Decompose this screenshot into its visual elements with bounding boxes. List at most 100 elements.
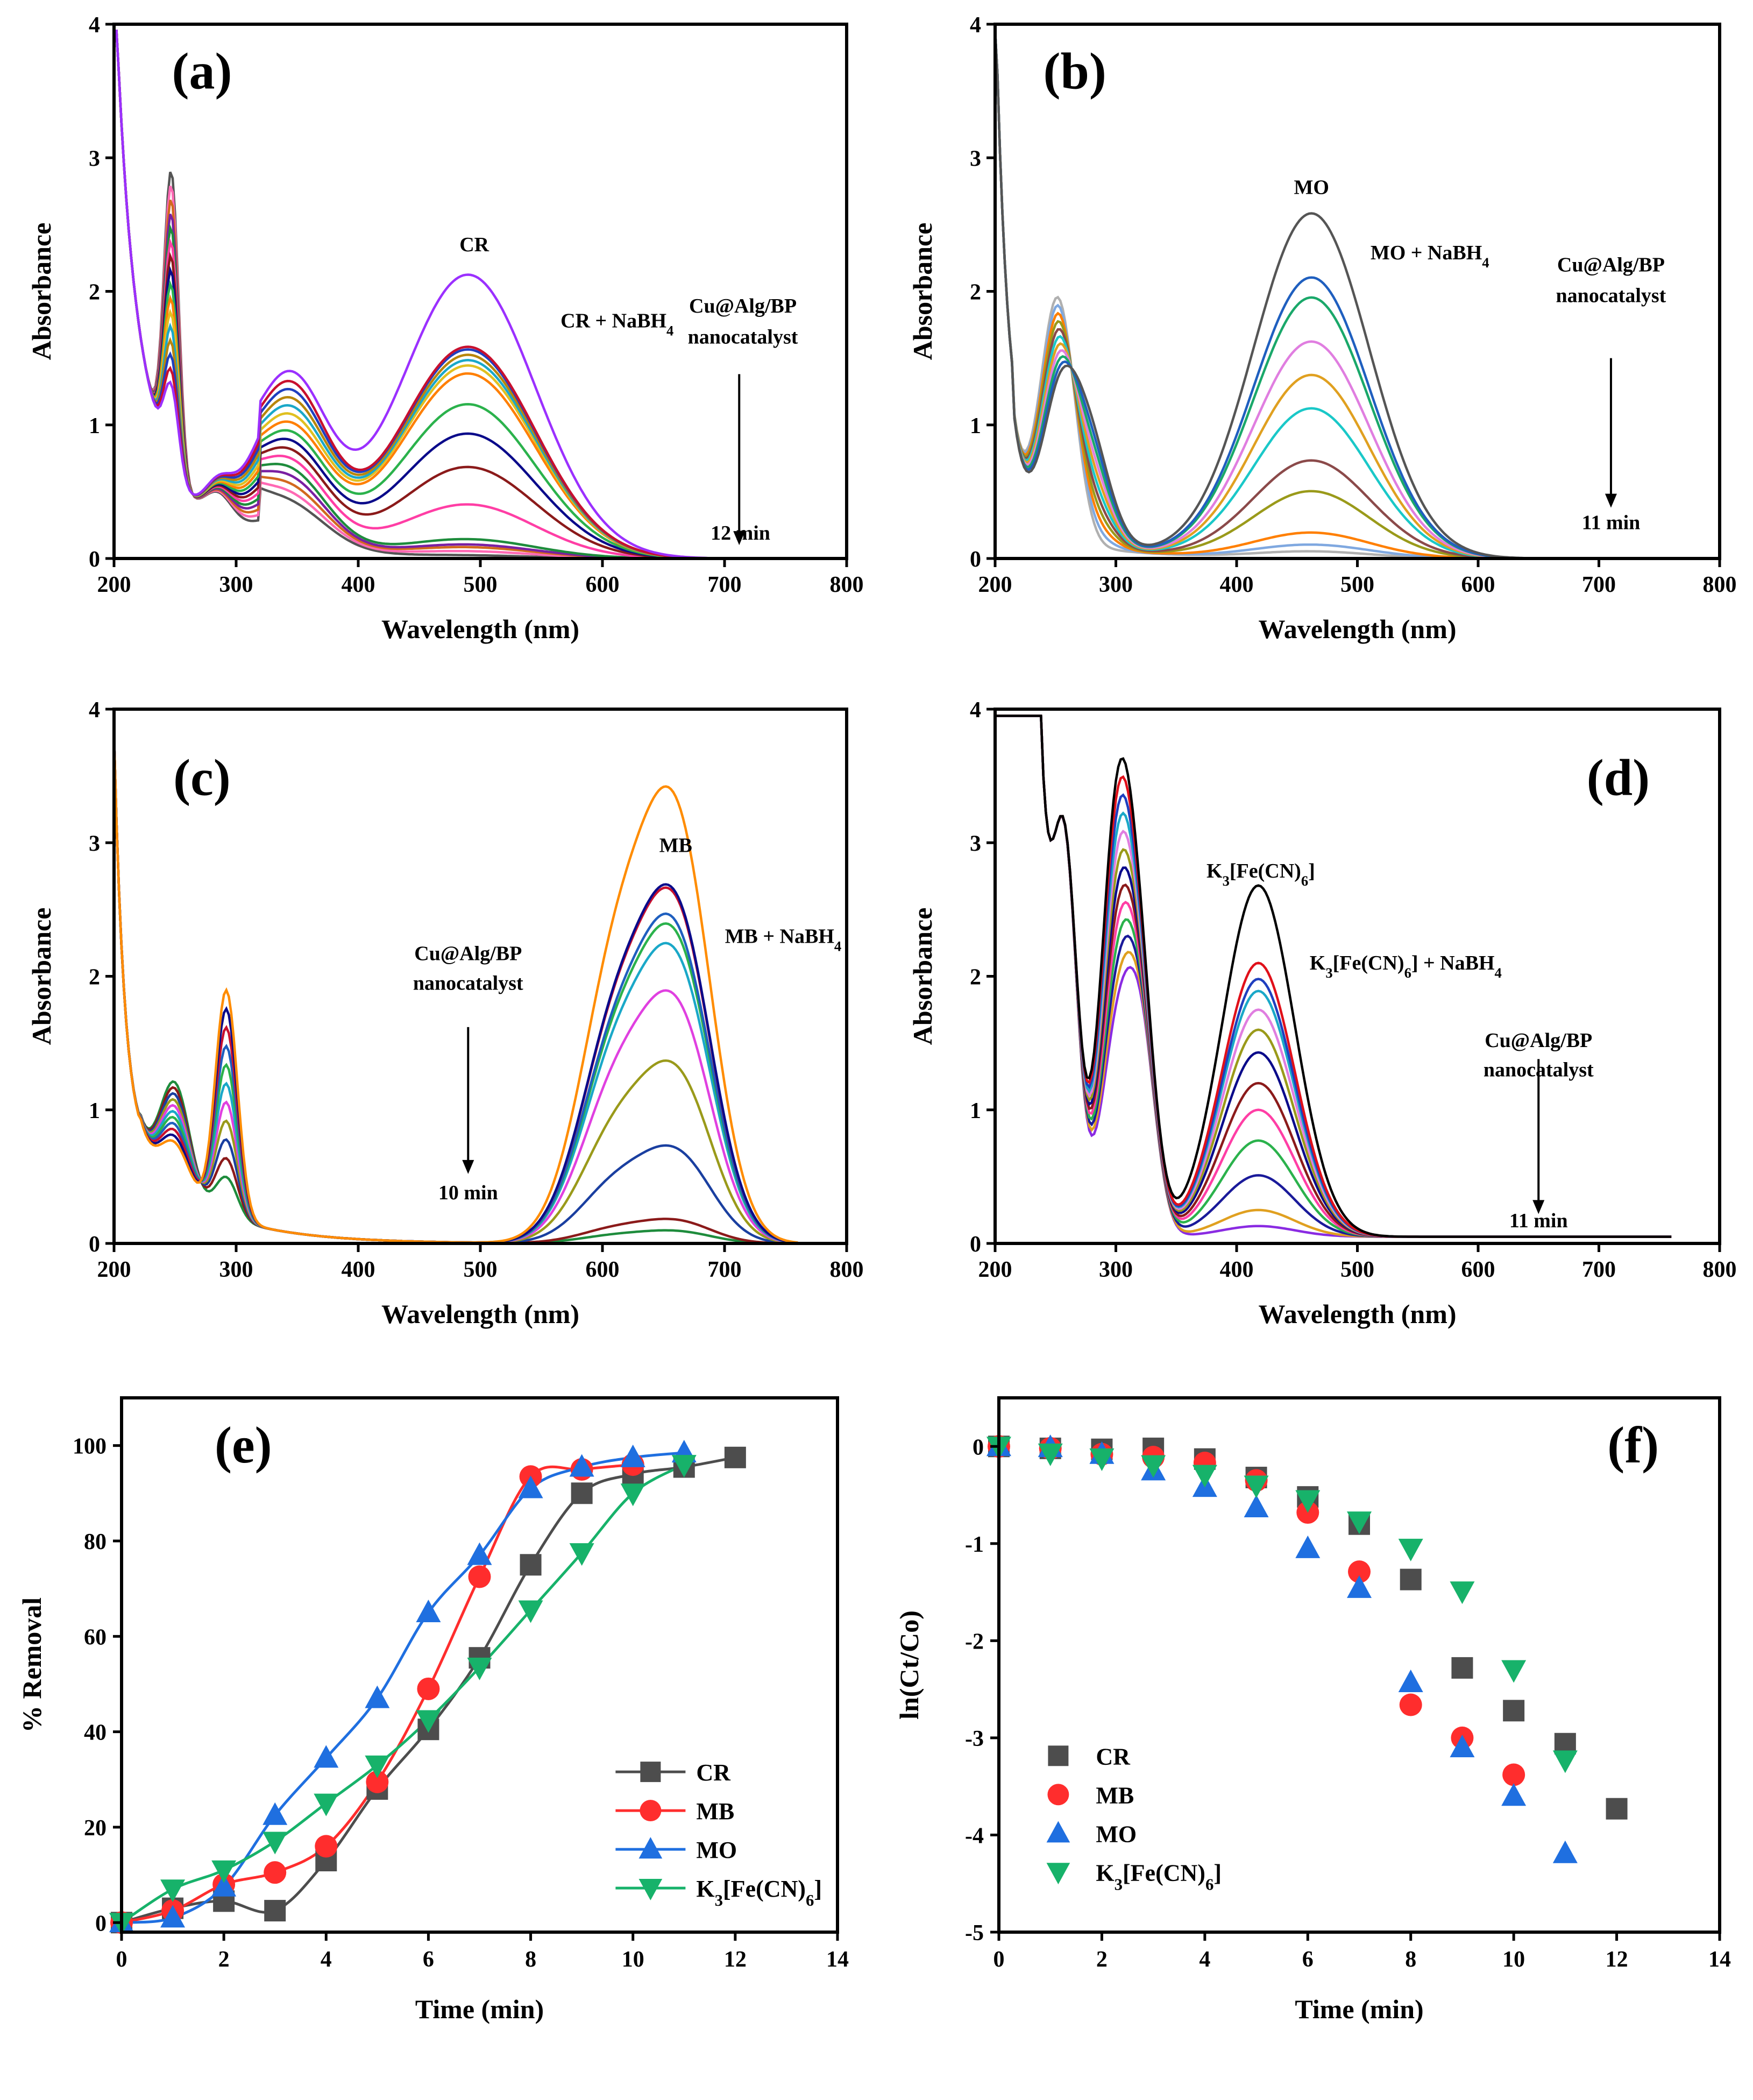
y-axis-label: Absorbance [26, 223, 56, 360]
spectrum-panel-c: 200 300 400 500 600 700 800 0 1 2 3 4 Wavelength (nm… [26, 698, 864, 1329]
x-tick-label: 12 [1606, 1947, 1628, 1972]
data-point [1347, 1575, 1372, 1598]
data-point [1244, 1495, 1269, 1518]
spectrum-line [995, 715, 1672, 1238]
panel-label: (e) [215, 1416, 272, 1474]
x-tick-label: 700 [708, 572, 742, 597]
spectrum-line [995, 31, 1672, 558]
y-tick-label: 2 [970, 280, 981, 305]
panel-label: (f) [1607, 1416, 1659, 1474]
x-tick-label: 500 [1340, 1257, 1374, 1282]
y-tick-label: 1 [970, 414, 981, 439]
data-point [1606, 1798, 1628, 1820]
x-tick-label: 8 [525, 1947, 536, 1972]
spectrum-line [995, 715, 1672, 1238]
y-tick-label: 3 [970, 831, 981, 856]
y-axis-label: Absorbance [26, 908, 56, 1045]
y-axis-label: Absorbance [907, 223, 938, 360]
annotation: K3[Fe(CN)6] [1206, 860, 1315, 889]
x-tick-label: 200 [97, 572, 131, 597]
y-tick-label: -1 [965, 1532, 984, 1557]
data-point [1501, 1660, 1527, 1683]
x-tick-label: 6 [423, 1947, 434, 1972]
annotation: CR + NaBH4 [560, 310, 673, 339]
y-axis-label: % Removal [17, 1597, 47, 1733]
y-tick-label: 100 [73, 1434, 107, 1459]
data-point [264, 1861, 287, 1884]
data-point [315, 1835, 338, 1858]
legend-label: MB [696, 1798, 734, 1825]
annotation: 10 min [438, 1182, 498, 1204]
x-tick-label: 600 [1461, 1257, 1495, 1282]
x-axis-label: Wavelength (nm) [1258, 614, 1456, 644]
spectrum-curves [995, 715, 1672, 1238]
x-tick-label: 800 [1703, 572, 1737, 597]
data-point [724, 1446, 746, 1468]
plot-frame [997, 1396, 1721, 1934]
x-tick-label: 600 [586, 1257, 620, 1282]
data-point [365, 1755, 390, 1778]
x-tick-label: 4 [1199, 1947, 1210, 1972]
spectrum-line [995, 715, 1672, 1238]
x-axis-label: Wavelength (nm) [1258, 1299, 1456, 1329]
spectrum-line [995, 715, 1672, 1238]
data-point [1552, 1750, 1578, 1773]
x-tick-label: 600 [586, 572, 620, 597]
spectrum-line [995, 715, 1672, 1238]
x-tick-label: 700 [1582, 1257, 1616, 1282]
y-tick-label: 4 [970, 698, 981, 723]
data-point [640, 1800, 662, 1822]
data-point [1451, 1657, 1473, 1679]
data-point [211, 1873, 237, 1897]
x-tick-label: 500 [464, 572, 498, 597]
y-tick-label: 0 [95, 1911, 107, 1936]
annotation: CR [459, 234, 489, 256]
y-tick-label: 1 [89, 414, 100, 439]
arrow-down-icon [462, 1159, 474, 1174]
y-tick-label: 60 [84, 1625, 107, 1650]
data-point [211, 1860, 237, 1883]
y-tick-label: 2 [89, 965, 100, 990]
data-point [1450, 1734, 1475, 1757]
data-point [416, 1710, 441, 1733]
data-point [468, 1565, 491, 1588]
x-tick-label: 500 [464, 1257, 498, 1282]
data-point [160, 1879, 186, 1903]
y-tick-label: 3 [970, 146, 981, 171]
spectrum-panel-d: 200 300 400 500 600 700 800 0 1 2 3 4 Wavelength (nm… [907, 698, 1737, 1329]
y-tick-label: 1 [970, 1099, 981, 1123]
spectrum-line [995, 715, 1672, 1238]
x-tick-label: 800 [830, 1257, 864, 1282]
y-tick-label: 2 [970, 965, 981, 990]
y-axis-label: Absorbance [907, 908, 938, 1045]
x-axis-label: Time (min) [415, 1994, 544, 2024]
x-tick-label: 4 [321, 1947, 332, 1972]
data-point [1347, 1511, 1372, 1535]
x-tick-label: 300 [219, 572, 253, 597]
data-point [262, 1802, 288, 1825]
data-point [638, 1837, 663, 1859]
spectrum-line [995, 715, 1672, 1238]
arrow-down-icon [1605, 493, 1617, 508]
data-point [571, 1482, 593, 1504]
spectrum-line [995, 31, 1672, 558]
legend-label: MO [696, 1837, 737, 1863]
spectrum-line [995, 715, 1672, 1238]
spectrum-line [995, 715, 1672, 1238]
annotation: Cu@Alg/BP [414, 943, 522, 965]
y-tick-label: 3 [89, 831, 100, 856]
legend-label: K3[Fe(CN)6] [1096, 1859, 1222, 1893]
data-point [314, 1793, 339, 1816]
data-point [1192, 1465, 1217, 1488]
panel-label: (d) [1587, 748, 1650, 806]
legend: CR MB MO K3[Fe(CN)6] [1046, 1743, 1222, 1893]
data-point [1501, 1783, 1527, 1806]
data-point [264, 1900, 286, 1922]
data-point [314, 1745, 339, 1768]
y-tick-label: 20 [84, 1816, 107, 1841]
x-tick-label: 6 [1302, 1947, 1314, 1972]
x-tick-label: 14 [1708, 1947, 1731, 1972]
y-tick-label: 0 [89, 1232, 100, 1257]
x-tick-label: 400 [1220, 572, 1254, 597]
